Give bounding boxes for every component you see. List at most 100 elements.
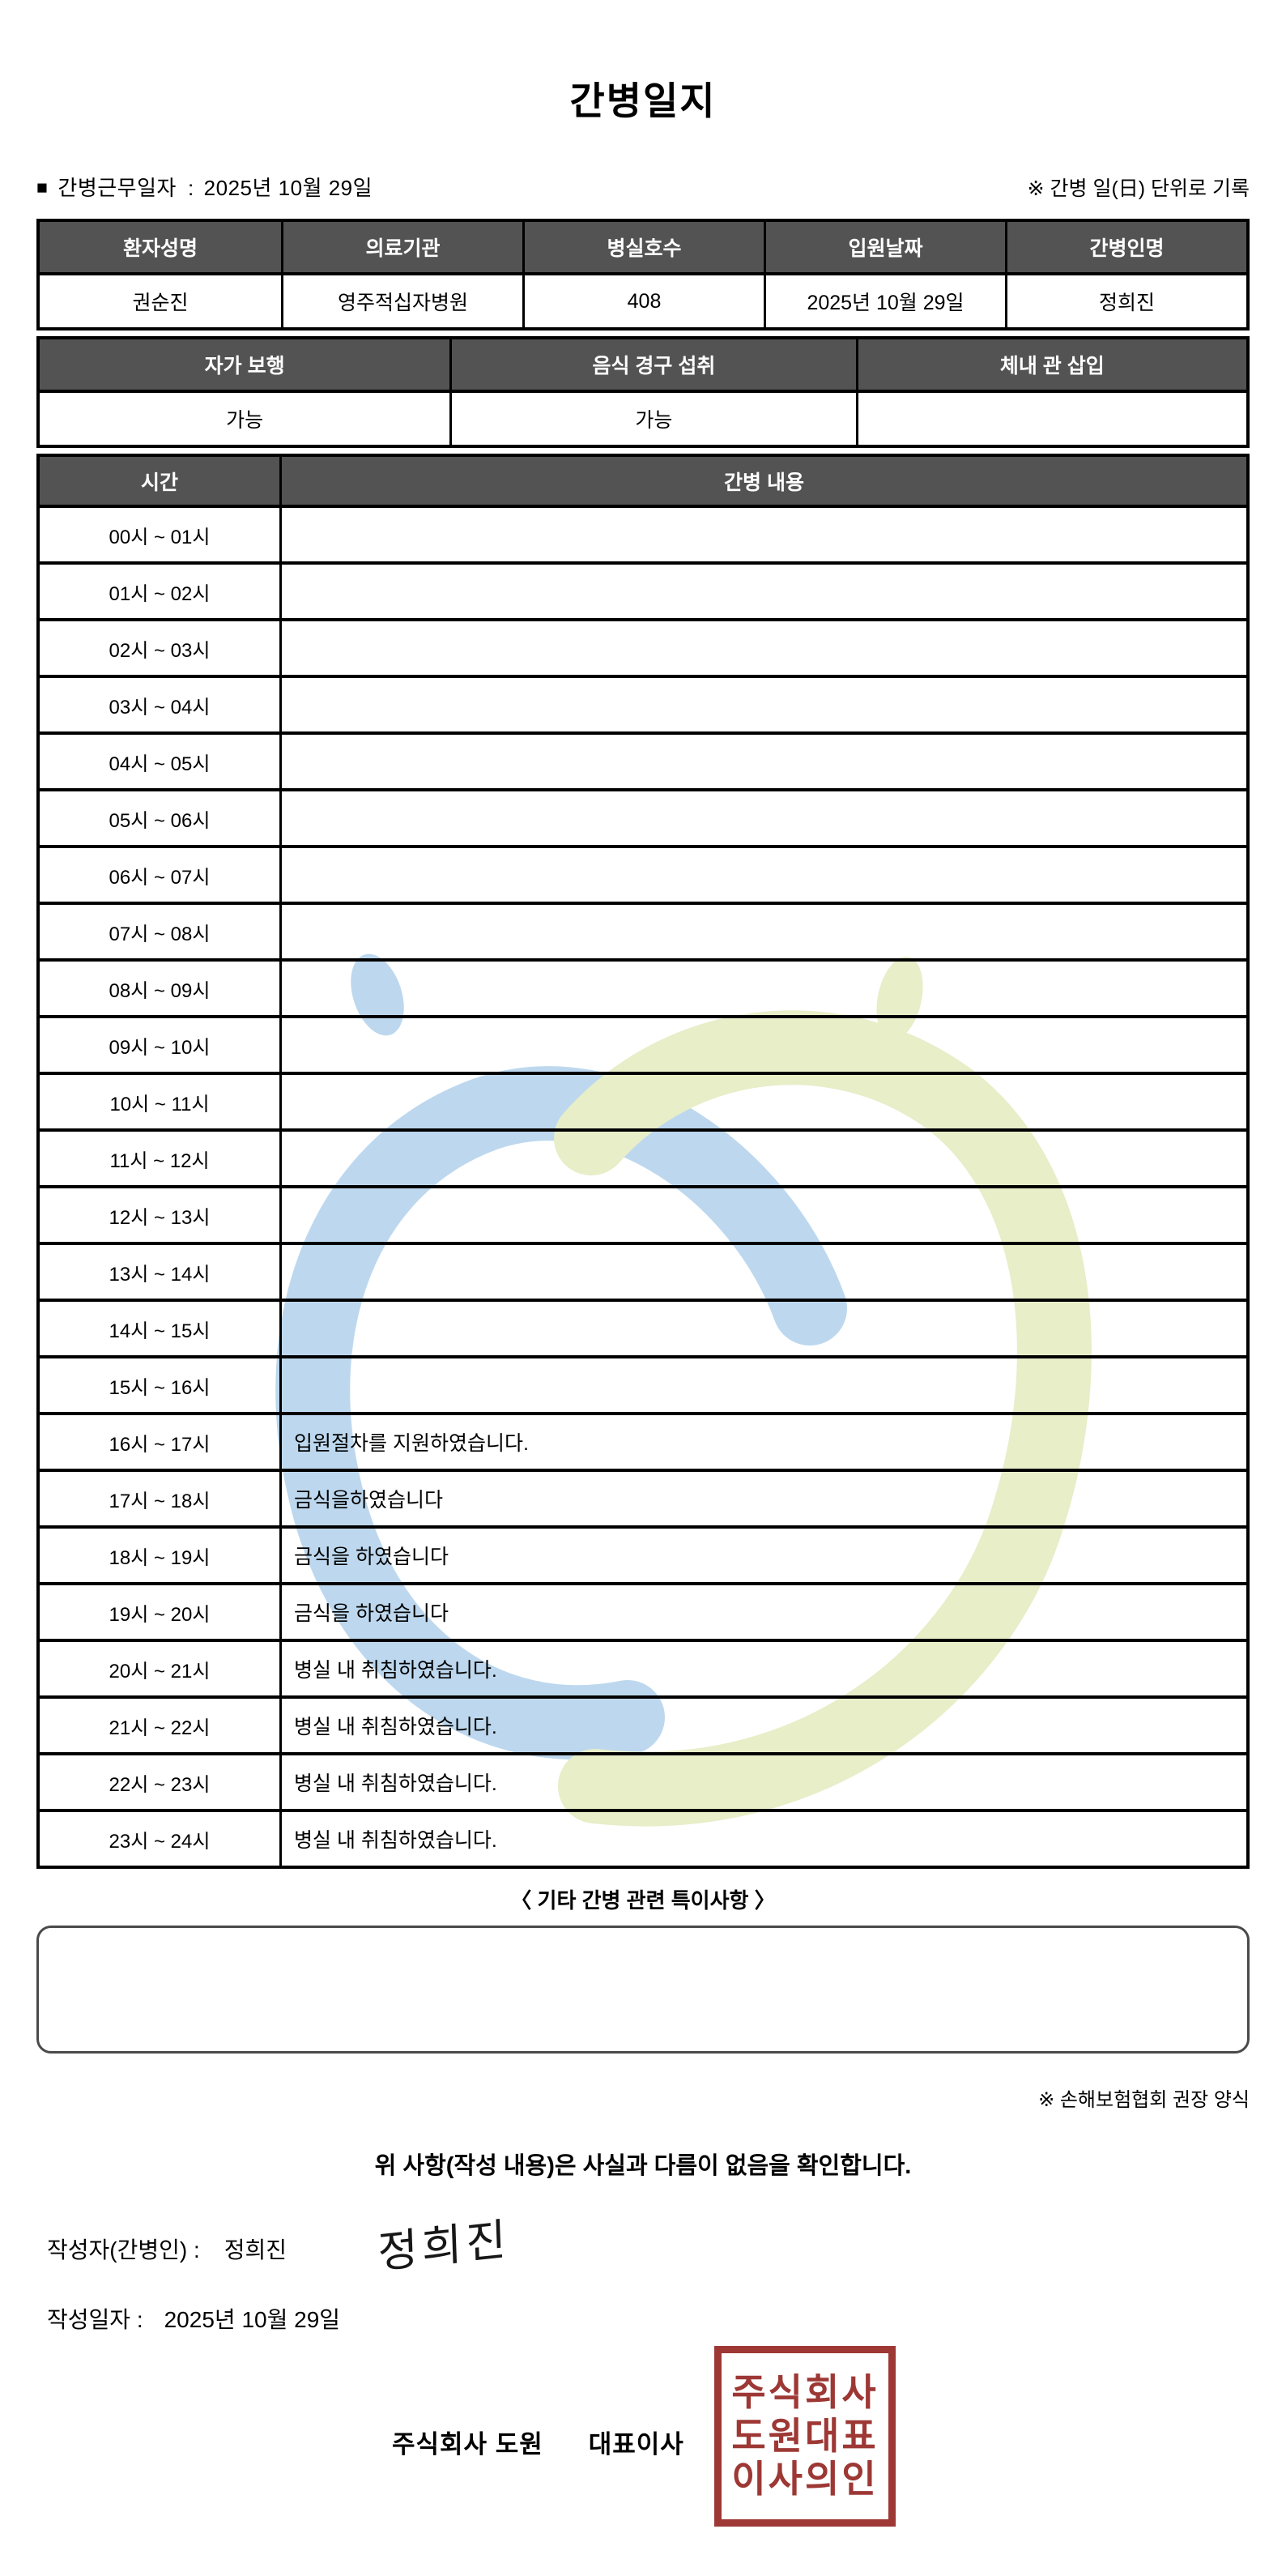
care-log-row: 08시 ~ 09시 [40, 958, 1246, 1015]
watermark-green-dot [876, 956, 923, 1040]
notes-section-title: 〈 기타 간병 관련 특이사항 〉 [510, 1888, 776, 1913]
care-log-row: 04시 ~ 05시 [40, 731, 1246, 788]
self-walking-value: 가능 [226, 409, 264, 432]
time-cell: 02시 ~ 03시 [40, 621, 282, 675]
care-log-row: 03시 ~ 04시 [40, 675, 1246, 731]
work-date-line: ■ 간병근무일자:2025년 10월 29일 [36, 172, 373, 202]
time-cell: 20시 ~ 21시 [40, 1642, 282, 1695]
patient-info-table: 환자성명 의료기관 병실호수 입원날짜 간병인명 권순진 영주적십자병원 408… [36, 219, 1250, 331]
notes-box [36, 1926, 1250, 2054]
writer-name: 정희진 [224, 2237, 287, 2263]
content-column-header: 간병 내용 [282, 457, 1246, 505]
time-cell: 04시 ~ 05시 [40, 735, 282, 788]
care-log-row: 19시 ~ 20시 금식을 하였습니다 [40, 1582, 1246, 1639]
time-cell: 00시 ~ 01시 [40, 508, 282, 561]
header-medical-institution: 의료기관 [281, 222, 522, 275]
work-date-value: 2025년 10월 29일 [203, 176, 373, 200]
header-internal-tube: 체내 관 삽입 [855, 339, 1246, 393]
time-cell: 13시 ~ 14시 [40, 1245, 282, 1299]
time-cell: 08시 ~ 09시 [40, 962, 282, 1015]
care-log-row: 16시 ~ 17시 입원절차를 지원하였습니다. [40, 1412, 1246, 1469]
time-cell: 23시 ~ 24시 [40, 1812, 282, 1866]
medical-institution-value: 영주적십자병원 [281, 275, 522, 327]
stamp-line-2: 도원대표 [731, 2414, 879, 2457]
date-line: 작성일자 : 2025년 10월 29일 [47, 2302, 340, 2335]
time-cell: 17시 ~ 18시 [40, 1472, 282, 1525]
content-cell [282, 848, 1246, 902]
patient-name-value: 권순진 [132, 292, 189, 314]
content-cell: 병실 내 취침하였습니다. [294, 1772, 497, 1795]
time-cell: 09시 ~ 10시 [40, 1018, 282, 1072]
care-log-row: 23시 ~ 24시 병실 내 취침하였습니다. [40, 1809, 1246, 1866]
care-log-row: 11시 ~ 12시 [40, 1128, 1246, 1185]
work-date-label: 간병근무일자 [57, 176, 177, 200]
page-title: 간병일지 [569, 79, 717, 122]
internal-tube-value [855, 393, 1246, 445]
watermark-blue-swirl [275, 1066, 847, 1760]
unit-note: ※ 간병 일(日) 단위로 기록 [1027, 177, 1250, 200]
content-cell [282, 735, 1246, 788]
content-cell [282, 1302, 1246, 1355]
company-line: 주식회사 도원 대표이사 [392, 2424, 684, 2460]
care-log-table: 시간 간병 내용 00시 ~ 01시 01시 ~ 02시 02시 ~ 03시 03시 … [36, 454, 1250, 1869]
stamp-line-3: 이사의인 [731, 2458, 879, 2501]
black-square-icon: ■ [36, 177, 49, 198]
time-column-header: 시간 [40, 457, 282, 505]
content-cell [282, 678, 1246, 731]
time-cell: 01시 ~ 02시 [40, 565, 282, 618]
care-log-row: 14시 ~ 15시 [40, 1299, 1246, 1355]
content-cell [282, 565, 1246, 618]
content-cell [282, 1358, 1246, 1412]
room-number-value: 408 [522, 275, 764, 327]
header-patient-name: 환자성명 [40, 222, 281, 275]
content-cell [282, 1188, 1246, 1242]
header-room-number: 병실호수 [522, 222, 764, 275]
content-cell [282, 621, 1246, 675]
content-cell: 입원절차를 지원하였습니다. [294, 1432, 529, 1455]
care-log-row: 06시 ~ 07시 [40, 845, 1246, 902]
time-cell: 18시 ~ 19시 [40, 1529, 282, 1582]
content-cell: 병실 내 취침하였습니다. [294, 1659, 497, 1682]
content-cell [282, 1245, 1246, 1299]
time-cell: 21시 ~ 22시 [40, 1699, 282, 1752]
stamp-line-1: 주식회사 [731, 2370, 879, 2413]
time-cell: 05시 ~ 06시 [40, 791, 282, 845]
content-cell [282, 791, 1246, 845]
admission-date-value: 2025년 10월 29일 [764, 275, 1005, 327]
care-log-row: 10시 ~ 11시 [40, 1072, 1246, 1128]
meta-line: ■ 간병근무일자:2025년 10월 29일 ※ 간병 일(日) 단위로 기록 [36, 172, 1250, 202]
header-caregiver-name: 간병인명 [1005, 222, 1246, 275]
care-log-row: 18시 ~ 19시 금식을 하였습니다 [40, 1525, 1246, 1582]
ceo-label: 대표이사 [588, 2430, 684, 2459]
time-cell: 06시 ~ 07시 [40, 848, 282, 902]
caregiver-name-value: 정희진 [1005, 275, 1246, 327]
time-cell: 19시 ~ 20시 [40, 1585, 282, 1639]
content-cell: 병실 내 취침하였습니다. [294, 1829, 497, 1852]
writer-line: 작성자(간병인) : 정희진 [47, 2233, 287, 2265]
date-value: 2025년 10월 29일 [164, 2307, 341, 2332]
content-cell [282, 1132, 1246, 1185]
content-cell: 금식을하였습니다 [294, 1489, 444, 1512]
care-log-row: 15시 ~ 16시 [40, 1355, 1246, 1412]
content-cell [282, 1075, 1246, 1128]
content-cell [282, 962, 1246, 1015]
care-log-row: 09시 ~ 10시 [40, 1015, 1246, 1072]
time-cell: 03시 ~ 04시 [40, 678, 282, 731]
time-cell: 11시 ~ 12시 [40, 1132, 282, 1185]
header-admission-date: 입원날짜 [764, 222, 1005, 275]
company-seal-stamp: 주식회사 도원대표 이사의인 [714, 2346, 896, 2527]
time-cell: 10시 ~ 11시 [40, 1075, 282, 1128]
time-cell: 22시 ~ 23시 [40, 1755, 282, 1809]
content-cell [282, 1018, 1246, 1072]
company-name: 주식회사 도원 [392, 2430, 543, 2459]
time-cell: 16시 ~ 17시 [40, 1415, 282, 1469]
care-log-row: 00시 ~ 01시 [40, 505, 1246, 561]
oral-intake-value: 가능 [449, 393, 855, 445]
content-cell: 병실 내 취침하였습니다. [294, 1716, 497, 1738]
care-log-row: 22시 ~ 23시 병실 내 취침하였습니다. [40, 1752, 1246, 1809]
care-log-row: 05시 ~ 06시 [40, 788, 1246, 845]
watermark-green-swirl [554, 1010, 1092, 1827]
care-log-rows: 00시 ~ 01시 01시 ~ 02시 02시 ~ 03시 03시 ~ 04시 04시 … [40, 505, 1246, 1866]
care-log-row: 02시 ~ 03시 [40, 618, 1246, 675]
